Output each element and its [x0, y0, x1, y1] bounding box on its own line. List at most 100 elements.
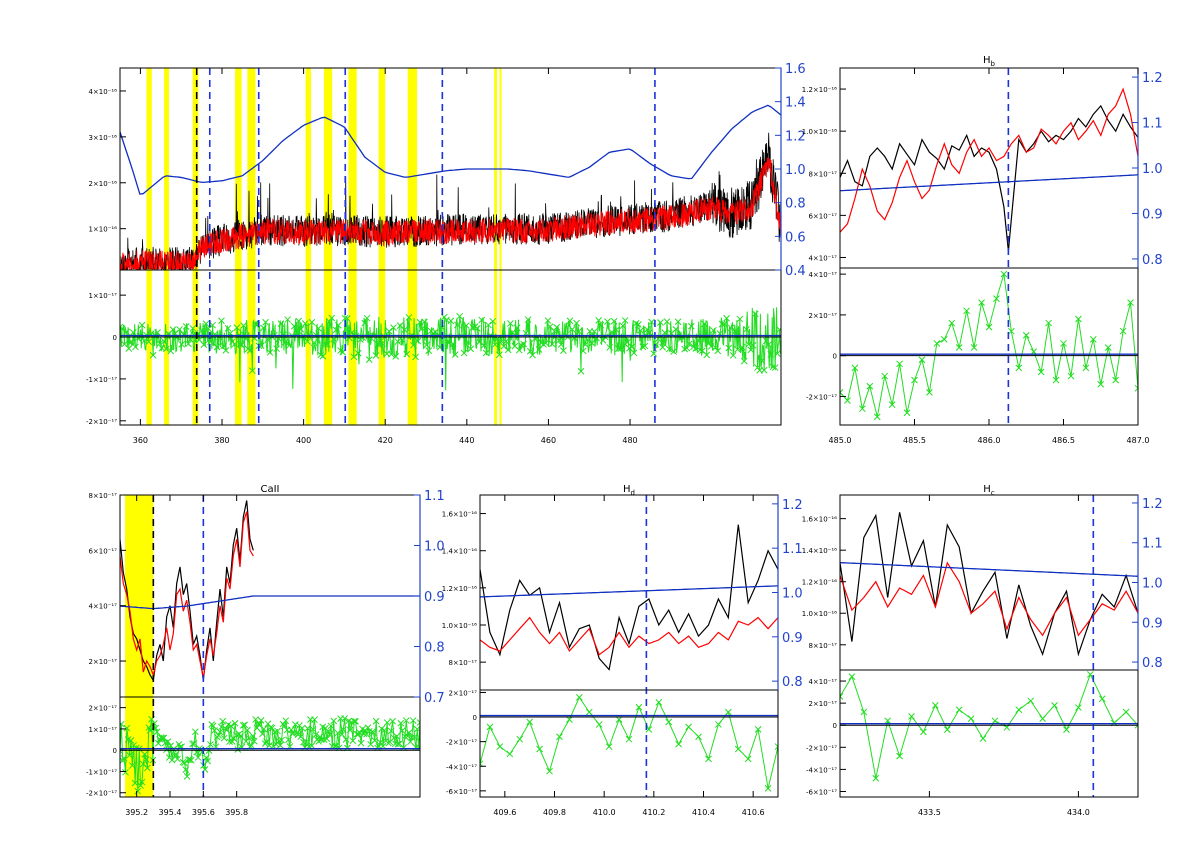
residual-point [126, 751, 133, 759]
residual-point [182, 323, 190, 330]
y-tick-label: 1.4×10⁻¹⁶ [802, 547, 837, 555]
residual-point [489, 317, 497, 325]
residual-point [860, 708, 868, 716]
residual-point [215, 732, 222, 739]
residual-point [765, 341, 772, 348]
x-tick-label: 460 [541, 436, 556, 445]
residual-point [749, 342, 757, 349]
right-y-tick-label: 0.8 [785, 197, 806, 212]
residual-point [524, 316, 532, 323]
residual-point [220, 734, 228, 742]
right-y-tick-label: 1.0 [1142, 162, 1163, 177]
residual-point [150, 720, 158, 727]
residual-point [619, 322, 627, 330]
model-spectrum [120, 156, 781, 271]
residual-point [315, 325, 322, 332]
residual-point [747, 346, 755, 354]
residual-point [920, 728, 927, 736]
residual-point [222, 347, 230, 354]
residual-point [584, 336, 591, 344]
residual-point [432, 328, 439, 336]
residual-point [128, 762, 136, 769]
residual-point [226, 738, 233, 745]
x-tick-label: 487.0 [1127, 436, 1150, 445]
residual-point [873, 413, 881, 421]
residual-point [346, 726, 354, 734]
residual-point [451, 351, 459, 358]
spectrum-frame [839, 67, 1139, 269]
residual-point [1127, 299, 1134, 307]
residual-point [408, 734, 416, 741]
residual-point [350, 353, 358, 361]
residual-point [392, 353, 400, 360]
residual-point [425, 347, 433, 355]
highlight-band [305, 68, 311, 425]
residual-point [268, 724, 276, 732]
residual-point [414, 337, 422, 345]
residual-point [526, 718, 534, 726]
residual-point [480, 342, 488, 349]
residual-point [769, 363, 777, 371]
residual-point [416, 719, 420, 726]
residual-point [1075, 315, 1082, 323]
right-y-tick-label: 1.2 [785, 129, 806, 144]
y-tick-label: 3×10⁻¹⁶ [88, 134, 117, 142]
residual-point [482, 349, 490, 357]
residual-point [579, 347, 587, 355]
residual-point [132, 343, 139, 351]
right-y-tick-label: 0.9 [782, 631, 803, 646]
residual-point [703, 351, 711, 359]
residual-point [546, 767, 553, 775]
residual-point [300, 738, 307, 746]
residual-y-tick-label: 0 [473, 714, 477, 722]
residual-point [967, 715, 975, 722]
residual-point [648, 318, 655, 326]
residual-point [1075, 704, 1082, 711]
model-spectrum [840, 561, 1138, 637]
residual-point [248, 367, 256, 375]
residual-point [652, 341, 660, 348]
residual-point [903, 409, 911, 417]
residual-point [575, 694, 583, 701]
residual-point [774, 743, 778, 750]
residual-point [1147, 702, 1153, 708]
residual-point [556, 733, 563, 741]
residual-point [129, 329, 137, 336]
residual-point [291, 721, 299, 728]
residual-point [851, 364, 859, 372]
residual-point [190, 740, 198, 747]
residual-point [740, 357, 748, 365]
residual-point [635, 321, 642, 328]
residual-y-tick-label: -2×10⁻¹⁷ [446, 739, 477, 747]
residual-point [476, 338, 483, 346]
right-y-tick-label: 1.1 [1142, 117, 1163, 132]
residual-point [1060, 340, 1067, 347]
residual-point [387, 727, 395, 735]
residual-point [460, 349, 468, 357]
residual-point [1171, 729, 1177, 735]
y-tick-label: 1.2×10⁻¹⁶ [802, 579, 837, 587]
plot-area-hgamma [840, 495, 1177, 797]
y-tick-label: 1.0×10⁻¹⁶ [442, 622, 477, 630]
residual-point [323, 735, 331, 743]
residual-point [181, 759, 188, 767]
residual-point [745, 340, 753, 348]
residual-y-tick-label: -6×10⁻¹⁷ [806, 788, 837, 796]
residual-point [577, 367, 585, 375]
residual-point [683, 344, 691, 352]
residual-point [462, 322, 470, 329]
residual-frame [839, 669, 1139, 798]
continuum-curve [120, 595, 420, 610]
residual-point [248, 742, 255, 749]
y-tick-label: 1.4×10⁻¹⁶ [442, 548, 477, 556]
highlight-band [499, 68, 502, 425]
continuum-curve [480, 585, 778, 598]
y-tick-label: 8×10⁻¹⁷ [448, 659, 477, 667]
panel-caii: 395.2 395.4 395.6 395.8 2×10⁻¹⁷ 4×10⁻¹⁷ 6×10⁻¹… [86, 484, 445, 817]
residual-y-tick-label: 1×10⁻¹⁷ [88, 726, 117, 734]
residual-point [663, 318, 671, 325]
residual-point [955, 344, 963, 351]
residual-point [712, 344, 719, 352]
residual-point [328, 314, 336, 322]
residual-point [145, 338, 153, 346]
